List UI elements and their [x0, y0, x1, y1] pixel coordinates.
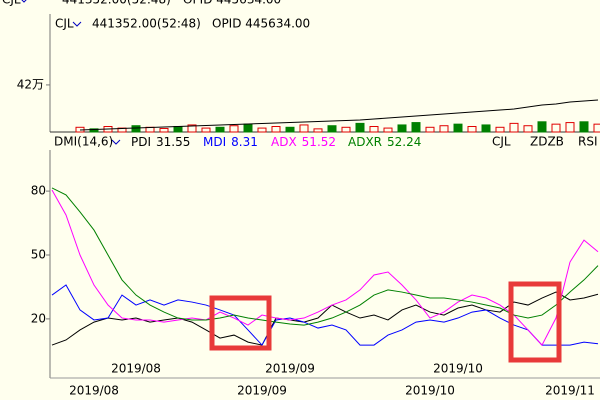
volume-bar — [425, 126, 435, 133]
volume-bar — [159, 127, 169, 133]
legend-entry: ADX 51.52 — [271, 135, 336, 149]
highlight-box — [508, 281, 562, 363]
volume-bar — [229, 125, 239, 133]
volume-bar — [509, 122, 519, 133]
volume-bar — [439, 125, 449, 133]
x-tick-label: 2019/11 — [545, 384, 595, 398]
y-tick-label: 50 — [31, 248, 46, 262]
volume-bar — [481, 124, 491, 133]
readout: 441352.00(52:48) — [92, 17, 201, 31]
volume-line — [79, 99, 599, 131]
indicator-tab[interactable]: CJL — [492, 135, 511, 149]
series-name: ADX — [271, 135, 297, 149]
volume-bar — [257, 127, 267, 133]
volume-bar — [579, 121, 589, 133]
x-tick-label: 2019/08 — [111, 362, 161, 376]
volume-bar — [495, 126, 505, 133]
volume-bar — [355, 122, 365, 133]
volume-bar — [313, 128, 323, 133]
readout: OPID 445634.00 — [212, 17, 310, 31]
volume-bar — [187, 124, 197, 133]
y-tick-label: 80 — [31, 184, 46, 198]
legend-entry: MDI 8.31 — [203, 135, 258, 149]
volume-bar — [523, 125, 533, 133]
dropdown-arrow[interactable] — [20, 0, 28, 3]
volume-bar — [383, 127, 393, 133]
volume-bar — [173, 126, 183, 133]
x-tick-label: 2019/10 — [405, 384, 455, 398]
series-value: 52.24 — [387, 135, 421, 149]
volume-bar — [243, 123, 253, 133]
series-name: ADXR — [348, 135, 382, 149]
indicator-name[interactable]: CJL — [55, 17, 74, 31]
series-value: 8.31 — [231, 135, 258, 149]
x-tick-label: 2019/09 — [237, 384, 287, 398]
highlight-box — [209, 295, 272, 351]
readout: OPID 445634.00 — [183, 0, 281, 7]
dropdown-arrow[interactable] — [72, 21, 82, 27]
legend-entry: ADXR 52.24 — [348, 135, 421, 149]
volume-bar — [131, 125, 141, 133]
dropdown-arrow[interactable] — [111, 139, 121, 145]
x-tick-label: 2019/10 — [433, 362, 483, 376]
series-value: 31.55 — [156, 135, 190, 149]
volume-bar — [89, 128, 99, 133]
volume-bar — [299, 124, 309, 133]
indicator-line — [51, 284, 599, 346]
readout: 441352.00(52:48) — [62, 0, 171, 7]
y-tick-label: 42万 — [17, 77, 44, 91]
legend-entry: PDI 31.55 — [131, 135, 190, 149]
indicator-tab[interactable]: ZDZB — [530, 135, 564, 149]
volume-bar — [593, 123, 600, 133]
volume-bar — [215, 126, 225, 133]
x-tick-label: 2019/09 — [265, 362, 315, 376]
y-tick-label: 20 — [31, 311, 46, 325]
indicator-name[interactable]: DMI(14,6) — [54, 135, 113, 149]
volume-bar — [285, 126, 295, 133]
volume-bar — [453, 123, 463, 133]
volume-bar — [411, 122, 421, 133]
volume-bar — [369, 126, 379, 133]
volume-bar — [271, 126, 281, 133]
volume-bar — [551, 123, 561, 133]
series-name: PDI — [131, 135, 151, 149]
volume-bar — [565, 122, 575, 133]
indicator-tab[interactable]: RSI — [578, 135, 598, 149]
volume-bar — [341, 126, 351, 133]
series-name: MDI — [203, 135, 226, 149]
indicator-line — [51, 189, 599, 346]
volume-bar — [327, 125, 337, 133]
volume-bar — [467, 126, 477, 133]
indicator-name[interactable]: CJL — [2, 0, 21, 7]
series-value: 51.52 — [302, 135, 336, 149]
indicator-line — [51, 187, 599, 326]
volume-bar — [201, 127, 211, 133]
volume-bar — [537, 121, 547, 133]
x-tick-label: 2019/08 — [69, 384, 119, 398]
volume-bar — [397, 124, 407, 133]
